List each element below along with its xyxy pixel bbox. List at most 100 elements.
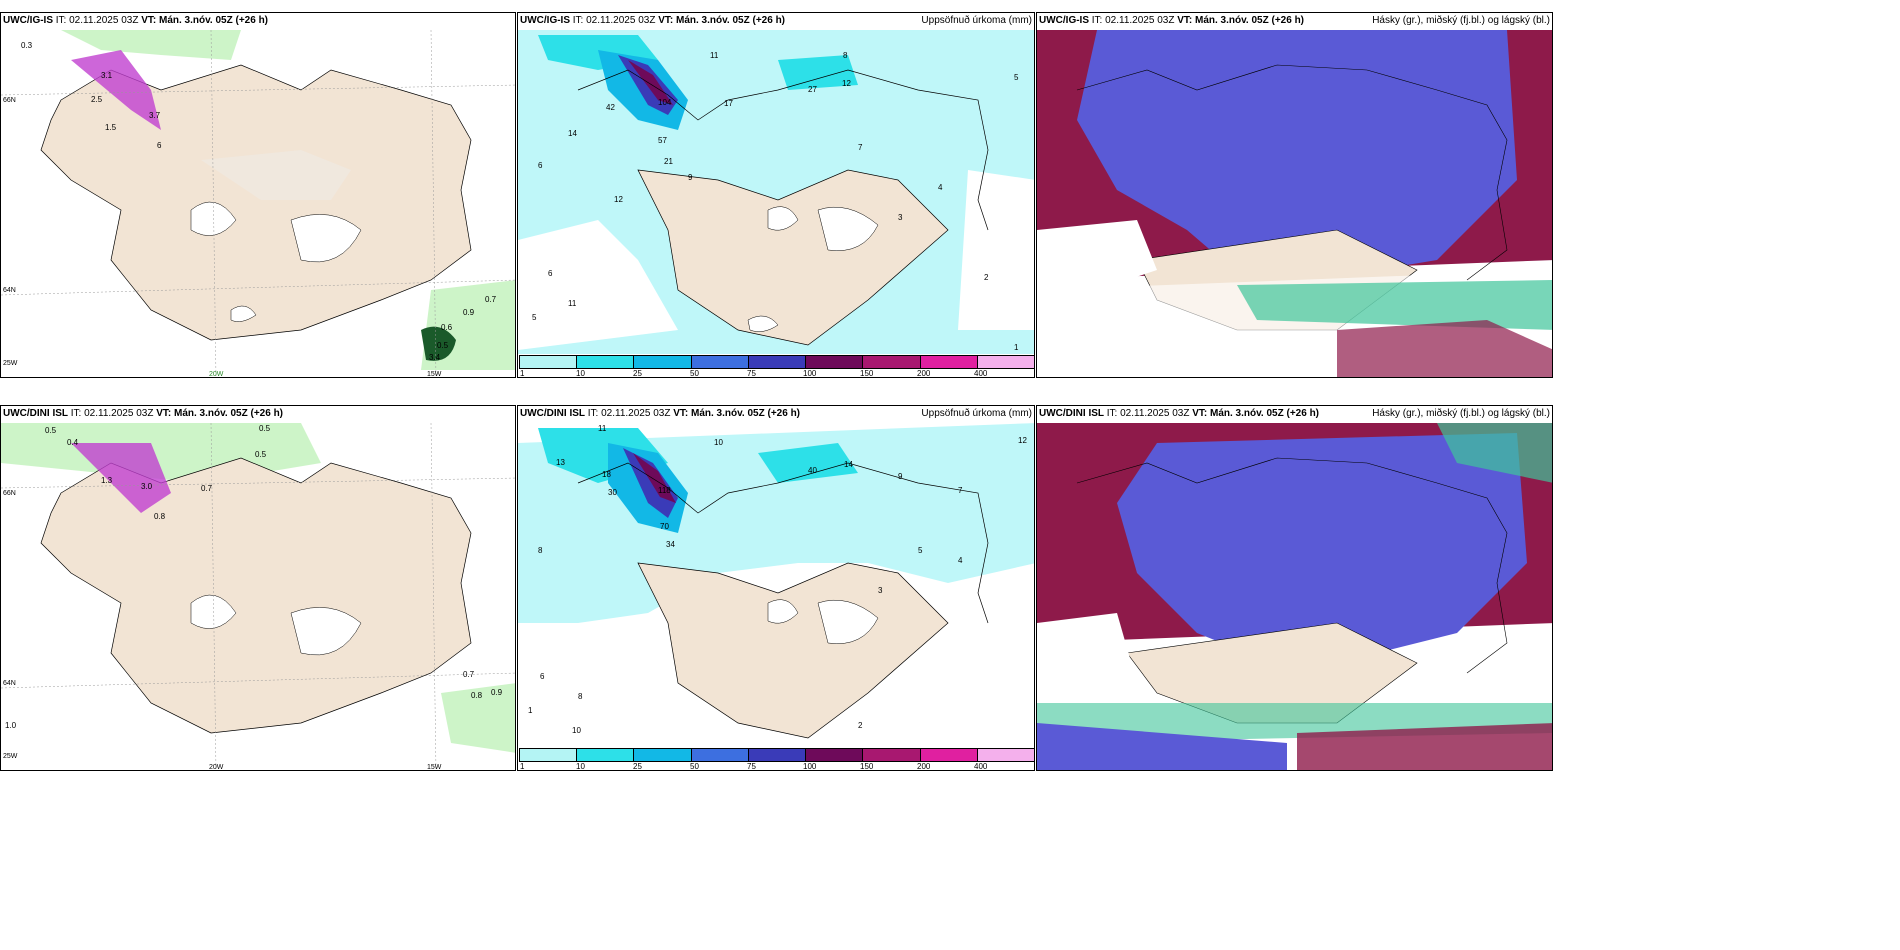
precip-value: 6 (538, 161, 543, 170)
colorbar-swatch (748, 356, 807, 368)
colorbar-swatch (748, 749, 807, 761)
valid-time: VT: Mán. 3.nóv. 05Z (+26 h) (1177, 15, 1305, 26)
panel-title: Uppsöfnuð úrkoma (mm) (921, 15, 1032, 26)
colorbar-swatch (577, 749, 635, 761)
value-label: 0.9 (491, 688, 503, 697)
precip-value: 1 (528, 706, 533, 715)
precip-value: 27 (808, 85, 817, 94)
precip-value: 11 (710, 51, 719, 60)
precip-value: 13 (556, 458, 565, 467)
panel-title: Hásky (gr.), miðský (fj.bl.) og lágský (… (1372, 15, 1550, 26)
precip-value: 3 (898, 213, 903, 222)
precip-value: 6 (540, 672, 545, 681)
wind-map: 0.5 0.4 1.3 3.0 0.5 0.5 0.7 0.8 0.7 0.8 … (1, 423, 515, 771)
model-name: UWC/DINI ISL (520, 408, 585, 419)
panel-header: UWC/DINI ISL IT: 02.11.2025 03Z VT: Mán.… (1039, 406, 1319, 422)
precip-value: 10 (572, 726, 581, 735)
value-label: 0.3 (21, 41, 33, 50)
value-label: 0.5 (45, 426, 57, 435)
precip-value: 34 (666, 540, 675, 549)
precip-value: 9 (688, 173, 693, 182)
colorbar-swatch (920, 356, 978, 368)
precip-panel-2: UWC/DINI ISL IT: 02.11.2025 03Z VT: Mán.… (517, 405, 1035, 771)
value-label: 0.8 (154, 512, 166, 521)
value-label: 6 (157, 141, 162, 150)
precip-value: 70 (660, 522, 669, 531)
precip-value: 14 (844, 460, 853, 469)
colorbar-swatch (691, 356, 749, 368)
colorbar-swatch (577, 356, 635, 368)
colorbar-tick: 25 (633, 762, 642, 771)
model-name: UWC/IG-IS (3, 15, 53, 26)
colorbar-tick: 50 (690, 762, 699, 771)
colorbar-swatch (520, 749, 578, 761)
init-time: IT: 02.11.2025 03Z (1091, 15, 1175, 26)
cloud-panel-1: UWC/IG-IS IT: 02.11.2025 03Z VT: Mán. 3.… (1036, 12, 1553, 378)
colorbar-swatch (806, 356, 864, 368)
panel-header: UWC/DINI ISL IT: 02.11.2025 03Z VT: Mán.… (3, 406, 283, 422)
colorbar-swatch (920, 749, 978, 761)
cloud-map (1037, 423, 1552, 770)
precip-value: 3 (878, 586, 883, 595)
colorbar-swatch (977, 749, 1034, 761)
value-label: 0.9 (463, 308, 475, 317)
value-label: 3.0 (141, 482, 153, 491)
value-label: 3.4 (429, 353, 441, 362)
lat-label: 25W (3, 753, 18, 760)
valid-time: VT: Mán. 3.nóv. 05Z (+26 h) (1192, 408, 1320, 419)
lon-label: 15W (427, 371, 442, 378)
colorbar-swatch (863, 356, 921, 368)
init-time: IT: 02.11.2025 03Z (572, 15, 656, 26)
precip-value: 21 (664, 157, 673, 166)
precip-value: 5 (532, 313, 537, 322)
model-name: UWC/DINI ISL (3, 408, 68, 419)
lon-label: 15W (427, 764, 442, 771)
precip-value: 4 (938, 183, 943, 192)
colorbar-tick: 200 (917, 369, 931, 378)
valid-time: VT: Mán. 3.nóv. 05Z (+26 h) (156, 408, 284, 419)
lon-label: 20W (209, 371, 224, 378)
colorbar (519, 355, 1034, 369)
wind-map: 0.3 3.1 2.5 3.7 1.5 6 0.7 0.9 0.6 0.5 3.… (1, 30, 515, 378)
row-1: UWC/IG-IS IT: 02.11.2025 03Z VT: Mán. 3.… (0, 12, 1900, 378)
wind-panel-2: UWC/DINI ISL IT: 02.11.2025 03Z VT: Mán.… (0, 405, 516, 771)
valid-time: VT: Mán. 3.nóv. 05Z (+26 h) (673, 408, 801, 419)
precip-value: 4 (958, 556, 963, 565)
colorbar-tick: 400 (974, 369, 988, 378)
cloud-panel-2: UWC/DINI ISL IT: 02.11.2025 03Z VT: Mán.… (1036, 405, 1553, 771)
colorbar-tick: 150 (860, 369, 874, 378)
value-label: 1.0 (5, 721, 17, 730)
precip-value: 104 (658, 98, 672, 107)
precip-value: 9 (898, 472, 903, 481)
wind-panel-1: UWC/IG-IS IT: 02.11.2025 03Z VT: Mán. 3.… (0, 12, 516, 378)
value-label: 0.8 (471, 691, 483, 700)
precip-value: 8 (578, 692, 583, 701)
precip-value: 11 (598, 424, 607, 433)
value-label: 3.7 (149, 111, 161, 120)
precip-value: 7 (958, 486, 963, 495)
panel-header: UWC/DINI ISL IT: 02.11.2025 03Z VT: Mán.… (520, 406, 800, 422)
panel-header: UWC/IG-IS IT: 02.11.2025 03Z VT: Mán. 3.… (520, 13, 785, 29)
model-name: UWC/IG-IS (520, 15, 570, 26)
value-label: 0.4 (67, 438, 79, 447)
row-2: UWC/DINI ISL IT: 02.11.2025 03Z VT: Mán.… (0, 405, 1900, 771)
precip-value: 18 (602, 470, 611, 479)
precip-value: 12 (1018, 436, 1027, 445)
model-name: UWC/DINI ISL (1039, 408, 1104, 419)
colorbar-tick: 50 (690, 369, 699, 378)
precip-value: 7 (858, 143, 863, 152)
lon-label: 20W (209, 764, 224, 771)
colorbar (519, 748, 1034, 762)
lat-label: 64N (3, 680, 16, 687)
colorbar-swatch (691, 749, 749, 761)
lat-label: 66N (3, 97, 16, 104)
init-time: IT: 02.11.2025 03Z (55, 15, 139, 26)
colorbar-tick: 1 (520, 762, 525, 771)
value-label: 2.5 (91, 95, 103, 104)
panel-header: UWC/IG-IS IT: 02.11.2025 03Z VT: Mán. 3.… (3, 13, 268, 29)
value-label: 0.5 (437, 341, 449, 350)
value-label: 0.6 (441, 323, 453, 332)
colorbar-swatch (863, 749, 921, 761)
colorbar-tick: 400 (974, 762, 988, 771)
value-label: 0.5 (255, 450, 267, 459)
